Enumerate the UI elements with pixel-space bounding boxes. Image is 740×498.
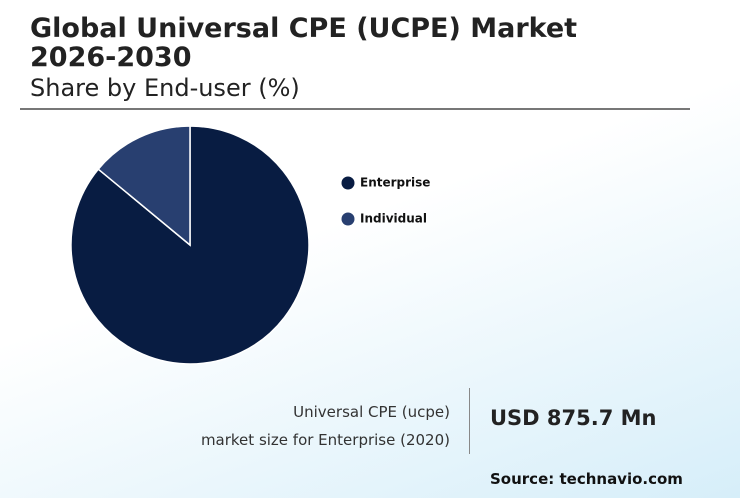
legend-marker [341,176,355,190]
chart-subtitle: Share by End-user (%) [30,74,300,102]
legend-marker [341,212,355,226]
divider [469,388,470,454]
divider [20,108,690,110]
chart-title: Global Universal CPE (UCPE) Market 2026-… [30,13,578,73]
legend-label: Individual [360,212,427,226]
callout-value: USD 875.7 Mn [490,406,657,430]
callout-line: Universal CPE (ucpe) [293,403,450,421]
callout-label: Universal CPE (ucpe) market size for Ent… [201,398,450,454]
legend-label: Enterprise [360,176,430,190]
source: Source: technavio.com [490,470,683,488]
pie-slice [97,125,191,247]
callout-line: market size for Enterprise (2020) [200,431,450,449]
